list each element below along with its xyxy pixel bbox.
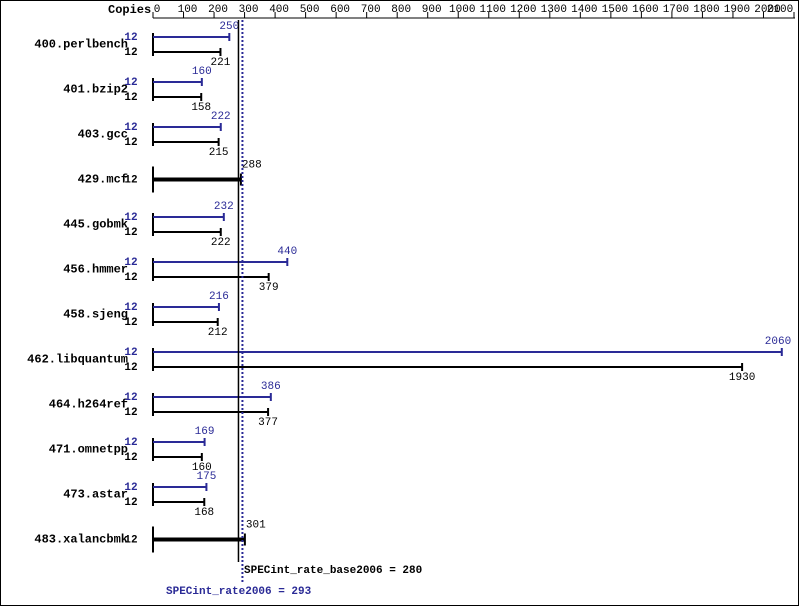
copies: 12 <box>124 122 137 134</box>
x-tick-label: 1300 <box>541 4 567 16</box>
x-tick-label: 900 <box>422 4 442 16</box>
value-label: 222 <box>211 237 231 249</box>
value-label: 168 <box>194 507 214 519</box>
x-tick-label: 2100 <box>767 4 793 16</box>
x-tick-label: 700 <box>361 4 381 16</box>
x-tick-label: 500 <box>300 4 320 16</box>
benchmark-name: 462.libquantum <box>27 353 128 367</box>
benchmark-name: 429.mcf <box>78 173 128 187</box>
benchmark-name: 445.gobmk <box>63 218 128 232</box>
value-label: 222 <box>211 111 231 123</box>
copies: 12 <box>124 92 137 104</box>
value-label: 379 <box>259 282 279 294</box>
copies: 12 <box>124 47 137 59</box>
benchmark-name: 400.perlbench <box>34 38 128 52</box>
x-tick-label: 800 <box>391 4 411 16</box>
copies: 12 <box>124 137 137 149</box>
x-tick-label: 1700 <box>663 4 689 16</box>
value-label: 221 <box>211 57 231 69</box>
copies: 12 <box>124 227 137 239</box>
copies: 12 <box>124 174 137 186</box>
copies: 12 <box>124 497 137 509</box>
benchmark-name: 401.bzip2 <box>63 83 128 97</box>
base-bar <box>153 537 245 542</box>
value-label: 377 <box>258 417 278 429</box>
x-tick-label: 0 <box>154 4 161 16</box>
x-tick-label: 2000 <box>754 4 780 16</box>
x-tick-label: 200 <box>208 4 228 16</box>
x-tick-label: 1900 <box>724 4 750 16</box>
benchmark-name: 403.gcc <box>78 128 128 142</box>
value-label: 232 <box>214 201 234 213</box>
x-tick-label: 100 <box>178 4 198 16</box>
copies: 12 <box>124 317 137 329</box>
copies: 12 <box>124 407 137 419</box>
x-tick-label: 400 <box>269 4 289 16</box>
copies: 12 <box>124 77 137 89</box>
benchmark-name: 473.astar <box>63 488 128 502</box>
value-label: 386 <box>261 381 281 393</box>
benchmark-name: 483.xalancbmk <box>34 533 128 547</box>
value-label: 250 <box>219 21 239 33</box>
value-label: 160 <box>192 66 212 78</box>
value-label: 2060 <box>765 336 791 348</box>
value-label: 169 <box>195 426 215 438</box>
x-tick-label: 1100 <box>480 4 506 16</box>
copies: 12 <box>124 272 137 284</box>
reference-label: SPECint_rate2006 = 293 <box>166 586 312 598</box>
value-label: 216 <box>209 291 229 303</box>
value-label: 212 <box>208 327 228 339</box>
benchmark-name: 456.hmmer <box>63 263 128 277</box>
value-label: 440 <box>277 246 297 258</box>
value-label: 301 <box>246 519 266 531</box>
value-label: 175 <box>197 471 217 483</box>
reference-label: SPECint_rate_base2006 = 280 <box>244 565 422 577</box>
value-label: 160 <box>192 462 212 474</box>
benchmark-name: 458.sjeng <box>63 308 128 322</box>
x-tick-label: 600 <box>330 4 350 16</box>
x-tick-label: 1800 <box>693 4 719 16</box>
copies: 12 <box>124 362 137 374</box>
copies: 12 <box>124 482 137 494</box>
x-tick-label: 1500 <box>602 4 628 16</box>
copies: 12 <box>124 347 137 359</box>
copies: 12 <box>124 534 137 546</box>
copies: 12 <box>124 452 137 464</box>
x-tick-label: 1200 <box>510 4 536 16</box>
copies: 12 <box>124 302 137 314</box>
value-label: 1930 <box>729 372 755 384</box>
copies: 12 <box>124 392 137 404</box>
x-tick-label: 1600 <box>632 4 658 16</box>
base-bar <box>153 177 241 182</box>
copies: 12 <box>124 437 137 449</box>
benchmark-name: 464.h264ref <box>49 398 128 412</box>
value-label: 215 <box>209 147 229 159</box>
value-label: 158 <box>191 102 211 114</box>
copies: 12 <box>124 257 137 269</box>
copies: 12 <box>124 212 137 224</box>
value-label: 288 <box>242 159 262 171</box>
x-tick-label: 300 <box>239 4 259 16</box>
x-tick-label: 1000 <box>449 4 475 16</box>
copies-header: Copies <box>108 3 151 17</box>
copies: 12 <box>124 32 137 44</box>
x-tick-label: 1400 <box>571 4 597 16</box>
benchmark-name: 471.omnetpp <box>49 443 128 457</box>
